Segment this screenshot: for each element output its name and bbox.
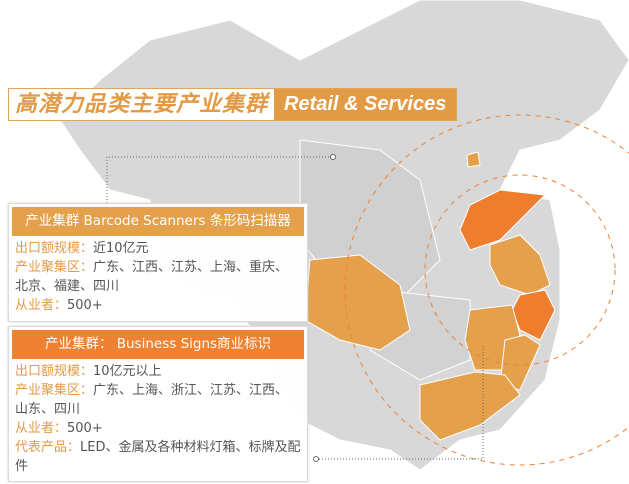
page-title: 高潜力品类主要产业集群 Retail & Services [8, 88, 458, 121]
connector-line [316, 345, 484, 460]
cluster-row: 产业聚集区：广东、上海、浙江、江苏、江西、山东、四川 [15, 383, 289, 417]
cluster-row: 从业者：500+ [15, 298, 103, 313]
guangdong [419, 371, 521, 441]
cluster-row: 出口额规模：近10亿元 [15, 241, 149, 256]
cluster-row: 产业聚集区：广东、江西、江苏、上海、重庆、北京、福建、四川 [15, 260, 289, 294]
title-cn: 高潜力品类主要产业集群 [15, 92, 269, 117]
cluster-card-business-signs: 产业集群： Business Signs商业标识 出口额规模：10亿元以上 产业… [8, 326, 308, 482]
cluster-row: 代表产品：LED、金属及各种材料灯箱、标牌及配件 [15, 440, 301, 474]
cluster-row: 从业者：500+ [15, 421, 103, 436]
cluster-header: 产业集群 Barcode Scanners 条形码扫描器 [12, 207, 304, 236]
dashed-circle [344, 114, 629, 466]
connector-line [106, 156, 333, 203]
sichuan [304, 254, 411, 351]
shandong [459, 189, 547, 251]
cluster-row: 出口额规模：10亿元以上 [15, 364, 162, 379]
jiangsu [489, 234, 551, 296]
cluster-header: 产业集群： Business Signs商业标识 [12, 330, 304, 359]
title-en: Retail & Services [274, 89, 457, 120]
dashed-circle-inner [424, 174, 616, 366]
beijing [466, 151, 481, 168]
cluster-card-barcode-scanners: 产业集群 Barcode Scanners 条形码扫描器 出口额规模：近10亿元… [8, 203, 308, 322]
